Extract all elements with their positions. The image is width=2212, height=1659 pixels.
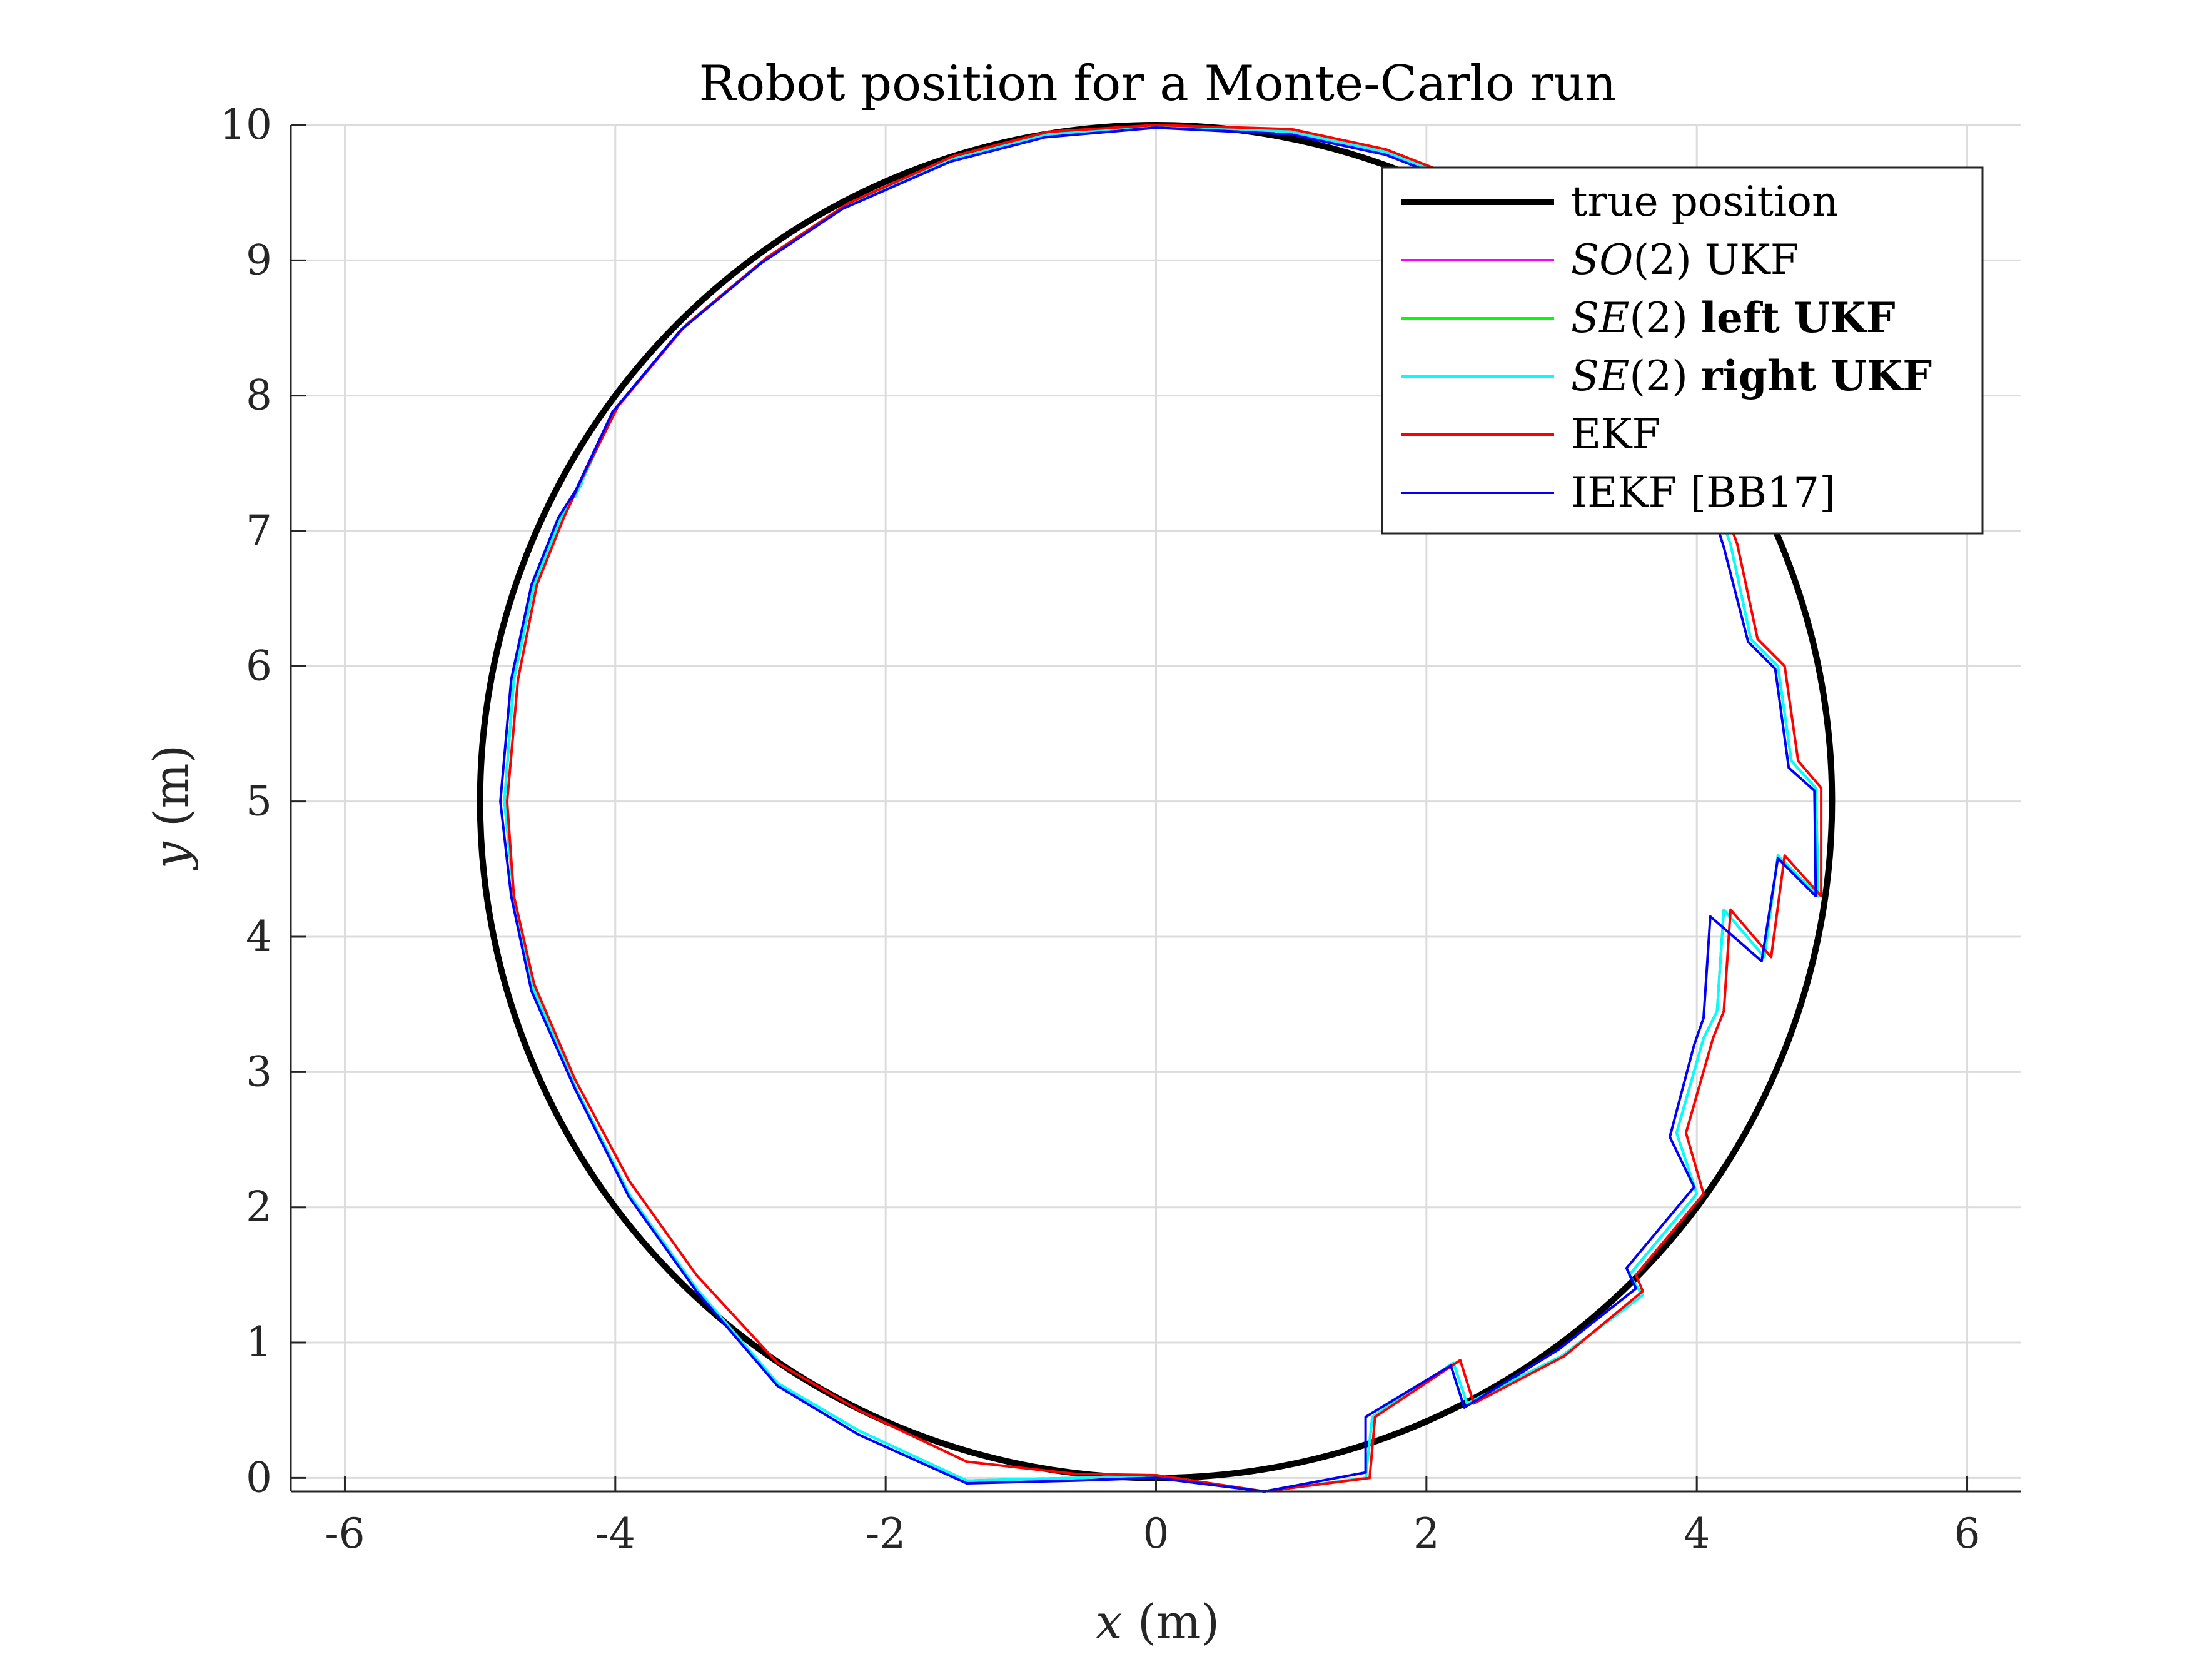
legend-label-se-2-right-ukf: SE(2) right UKF	[1571, 351, 1932, 400]
legend: true position SO(2) UKF SE(2) left UKF SE(2…	[1381, 166, 1984, 535]
x-tick-label: -2	[866, 1510, 906, 1558]
chart-title: Robot position for a Monte-Carlo run	[699, 56, 1617, 112]
y-tick-label: 0	[246, 1453, 272, 1501]
series-ekf	[505, 124, 1823, 1493]
y-tick-label: 3	[246, 1047, 272, 1096]
x-tick-label: 4	[1684, 1510, 1710, 1558]
y-tick-label: 7	[246, 507, 272, 555]
y-tick-label: 6	[246, 642, 272, 690]
x-tick-label: -4	[595, 1510, 635, 1558]
y-axis-label: y (m)	[143, 745, 199, 870]
x-tick-label: 2	[1413, 1510, 1440, 1558]
y-tick-label: 5	[246, 777, 272, 825]
x-axis-label-unit: (m)	[1123, 1594, 1220, 1650]
series-iekf-bb17	[499, 126, 1817, 1493]
y-axis-label-unit: (m)	[143, 745, 199, 842]
x-axis-label-var: x	[1096, 1594, 1123, 1650]
series-group	[477, 122, 1836, 1493]
y-axis-label-var: y	[143, 841, 199, 870]
legend-label-se-2-left-ukf: SE(2) left UKF	[1571, 293, 1896, 342]
axes	[290, 124, 2021, 1493]
x-tick-label: -6	[325, 1510, 365, 1558]
y-tick-label: 1	[246, 1318, 272, 1366]
legend-label-ekf: EKF	[1571, 410, 1660, 458]
legend-box	[1381, 166, 1984, 535]
legend-label-true-position: true position	[1571, 178, 1838, 226]
legend-label-so-2-ukf: SO(2) UKF	[1571, 236, 1799, 284]
x-axis-label: x (m)	[1096, 1594, 1220, 1650]
y-tick-label: 10	[220, 101, 272, 149]
y-tick-label: 2	[246, 1183, 272, 1231]
y-tick-label: 8	[246, 371, 272, 420]
y-tick-label: 4	[246, 912, 272, 961]
legend-label-iekf-bb17: IEKF [BB17]	[1571, 468, 1836, 517]
grid	[291, 124, 2021, 1491]
x-tick-label: 6	[1954, 1510, 1981, 1558]
x-tick-label: 0	[1143, 1510, 1169, 1558]
tick-labels: -6 -4 -2 0 2 4 6 0 1 2 3 4 5 6 7 8 9 10	[220, 101, 1981, 1558]
y-tick-label: 9	[246, 236, 272, 284]
